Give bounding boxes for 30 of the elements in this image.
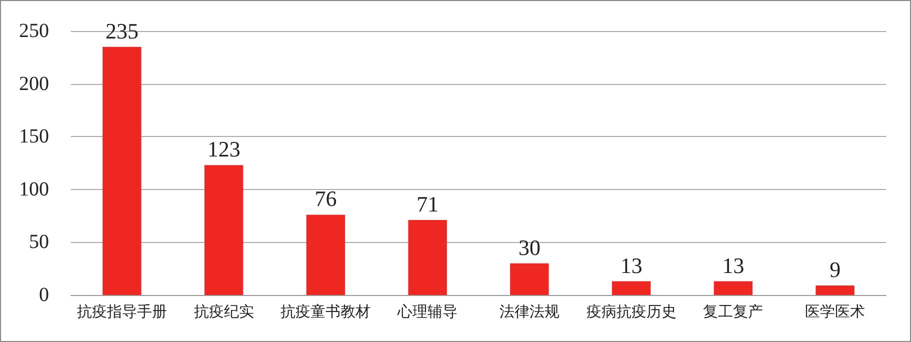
data-label: 9	[830, 256, 841, 282]
bar	[510, 263, 549, 295]
y-tick-label: 150	[19, 126, 49, 148]
data-label: 76	[314, 186, 337, 212]
x-tick-label: 复工复产	[703, 304, 764, 320]
data-label: 235	[105, 18, 138, 44]
data-label: 30	[518, 234, 540, 260]
data-label: 71	[416, 192, 439, 217]
y-tick-label: 250	[19, 20, 49, 42]
y-tick-label: 200	[19, 72, 49, 95]
y-tick-label: 0	[39, 284, 49, 306]
y-tick-label: 50	[29, 231, 49, 254]
x-tick-label: 法律法规	[499, 304, 560, 320]
data-label: 13	[722, 252, 744, 278]
x-tick-label: 疫病抗疫历史	[586, 304, 676, 320]
bar	[816, 285, 854, 295]
x-tick-label: 抗疫童书教材	[280, 304, 371, 320]
x-tick-label: 抗疫指导手册	[76, 304, 167, 320]
y-tick-label: 100	[19, 178, 49, 200]
bar	[102, 46, 142, 295]
bar	[408, 220, 447, 295]
bar	[306, 214, 346, 295]
bar	[612, 281, 651, 295]
data-label: 13	[620, 252, 642, 278]
x-tick-label: 抗疫纪实	[194, 304, 254, 320]
bar	[204, 165, 244, 295]
x-tick-label: 心理辅导	[396, 304, 458, 320]
data-label: 123	[207, 136, 240, 162]
bar	[714, 281, 753, 295]
x-tick-label: 医学医术	[805, 304, 866, 320]
